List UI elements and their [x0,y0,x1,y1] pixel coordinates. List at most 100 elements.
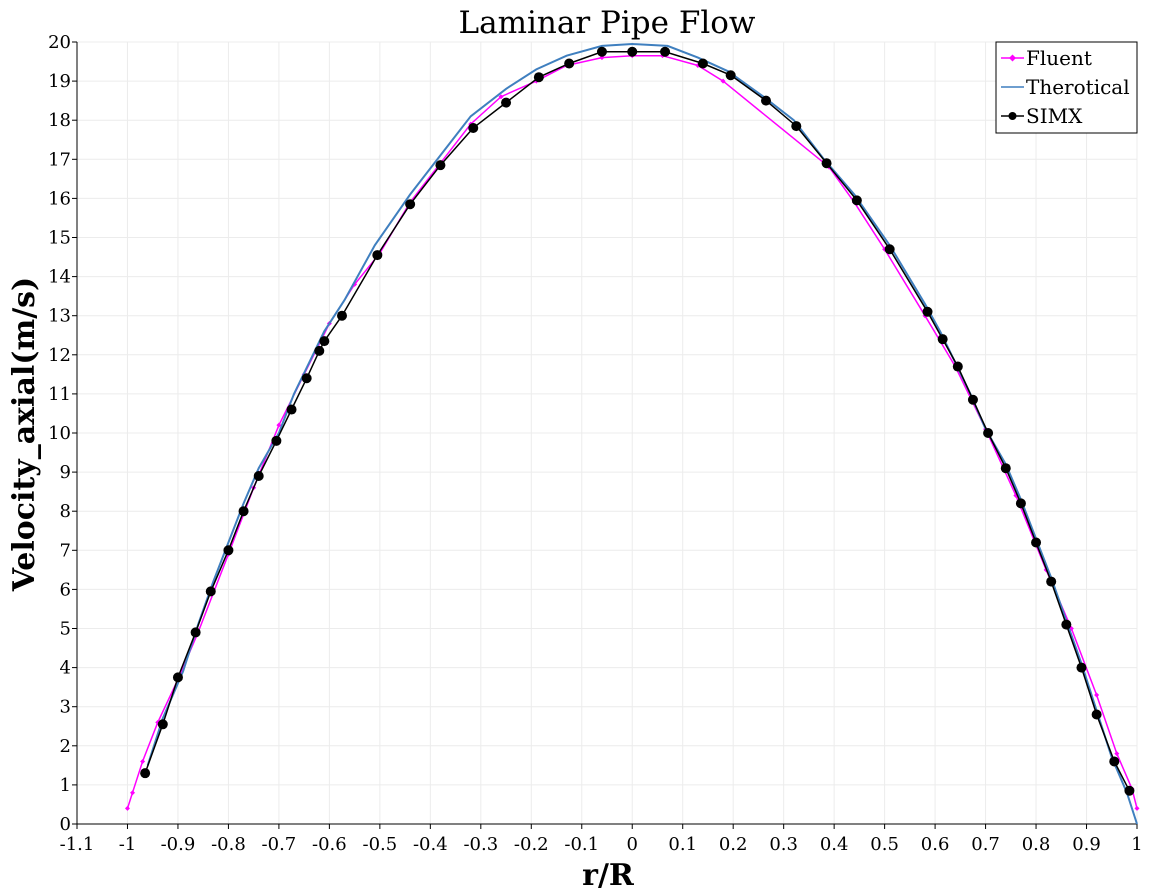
x-tick-label: 0.4 [820,834,849,855]
series-simx-point [937,334,948,345]
y-tick-label: 17 [48,149,71,170]
x-tick-labels: -1.1 -1 -0.9 -0.8 -0.7 -0.6 -0.5 -0.4 -0.3 -0.2 -0… [60,834,1143,855]
series-simx-point [435,160,446,171]
x-tick-label: 1 [1131,834,1142,855]
y-tick-label: 20 [48,32,71,53]
series-group [124,42,1140,825]
series-simx-point [223,545,234,556]
legend-item-simx: SIMX [1001,104,1083,128]
chart-title: Laminar Pipe Flow [459,5,756,41]
series-simx-point [983,428,994,438]
series-simx-point [140,768,151,779]
series-fluent-point [130,790,136,796]
legend-item-fluent: Fluent [1001,46,1092,70]
y-tick-label: 5 [60,619,71,640]
series-simx-point [157,719,168,730]
y-tick-label: 6 [60,579,71,600]
series-simx-point [533,72,544,83]
x-tick-label: -0.4 [413,834,448,855]
y-tick-label: 11 [48,384,71,405]
series-simx-point [372,250,383,261]
x-tick-label: 0.8 [1022,834,1051,855]
series-simx-point [922,306,933,317]
y-tick-label: 9 [60,462,71,483]
legend-label-fluent: Fluent [1026,46,1092,70]
legend-marker-simx [1008,112,1017,120]
series-fluent-point [498,94,504,100]
x-tick-label: -0.3 [463,834,498,855]
y-tick-label: 1 [60,775,71,796]
x-tick-label: -1.1 [60,834,95,855]
y-tick-label: 10 [48,423,71,444]
x-tick-label: -0.7 [262,834,297,855]
y-tick-label: 19 [48,71,71,92]
series-simx-point [190,627,201,638]
series-simx-point [821,158,832,169]
y-tick-label: 14 [48,267,71,288]
y-tick-label: 16 [48,188,71,209]
series-simx-point [761,95,771,106]
x-tick-label: 0.7 [971,834,1000,855]
series-simx-point [627,46,638,57]
x-tick-label: 0.5 [870,834,899,855]
series-simx-point [501,97,512,108]
y-axis-title: Velocity_axial(m/s) [7,277,42,593]
x-tick-label: -0.9 [161,834,196,855]
series-simx-point [1015,498,1026,509]
series-simx-point [319,336,330,347]
series-simx-point [884,244,895,255]
series-simx-point [301,373,312,384]
series-simx-point [172,672,183,683]
x-tick-label: 0 [627,834,638,855]
series-fluent-point [276,422,282,428]
series-simx-point [564,58,575,69]
series-simx-point [1091,709,1102,720]
x-tick-label: -0.6 [312,834,347,855]
series-simx-point [791,121,802,132]
series-simx-point [337,310,347,321]
x-tick-label: -0.8 [211,834,246,855]
legend-label-simx: SIMX [1026,104,1083,128]
series-simx-point [1031,537,1042,548]
series-simx-point [205,586,216,597]
y-tick-label: 7 [60,540,71,561]
y-tick-label: 4 [60,658,71,679]
series-simx-point [1076,662,1087,673]
series-therotical-line [146,42,1138,825]
y-tick-label: 8 [60,501,71,522]
series-simx-point [1061,619,1072,630]
y-tick-label: 18 [48,110,71,131]
x-tick-label: 0.9 [1072,834,1101,855]
legend-item-therotical: Therotical [1001,75,1130,99]
series-simx-point [851,195,862,206]
series-simx-point [952,361,963,372]
y-tick-label: 13 [48,306,71,327]
series-simx-point [1000,463,1011,474]
x-tick-label: -0.1 [564,834,599,855]
legend-marker-fluent [1009,54,1016,62]
series-simx-point [1124,785,1135,796]
series-simx-point [405,199,416,210]
y-tick-label: 0 [60,814,71,835]
series-fluent-point [720,78,726,84]
legend-label-therotical: Therotical [1026,75,1130,99]
x-tick-label: -0.2 [514,834,549,855]
series-simx-point [1046,576,1057,587]
y-tick-label: 12 [48,345,71,366]
x-tick-label: -0.5 [362,834,397,855]
x-tick-label: 0.6 [921,834,950,855]
x-tick-label: 0.3 [769,834,798,855]
series-simx-point [238,506,249,517]
series-simx-point [271,435,282,446]
series-fluent-point [1114,751,1120,757]
axes [72,41,1138,829]
series-simx [140,46,1135,796]
series-simx-point [314,345,325,356]
series-fluent-point [1134,805,1140,811]
y-tick-label: 3 [60,697,71,718]
series-simx-point [468,123,479,134]
series-simx-point [596,46,607,57]
x-axis-title: r/R [582,858,635,893]
x-tick-label: -1 [119,834,137,855]
